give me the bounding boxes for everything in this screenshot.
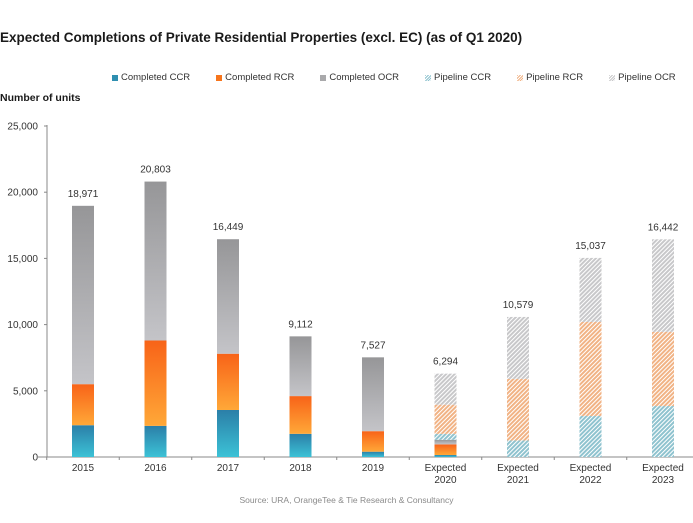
y-tick-label: 20,000 xyxy=(7,188,38,199)
bar-completed-ccr xyxy=(289,433,312,457)
legend-swatch-pipeline-rcr xyxy=(517,74,524,81)
legend-item-pipeline-ccr: Pipeline CCR xyxy=(425,72,491,83)
bar-pipeline-ocr xyxy=(579,257,602,322)
x-tick-label: 2015 xyxy=(72,463,95,474)
y-tick-label: 15,000 xyxy=(7,254,38,265)
bar-pipeline-ocr xyxy=(652,239,674,332)
x-axis: 2015 2016 2017 2018 2019 Expected 2020 Expected… xyxy=(37,456,693,486)
bar-completed-rcr xyxy=(362,431,384,452)
bar-completed-ccr xyxy=(72,425,94,457)
bar-pipeline-rcr xyxy=(652,331,674,407)
x-tick-label: 2017 xyxy=(217,463,240,474)
bar-pipeline-rcr xyxy=(579,321,602,416)
bar-completed-rcr xyxy=(72,384,94,426)
x-tick-label: Expected 2021 xyxy=(497,463,539,486)
legend-label-pipeline-ocr: Pipeline OCR xyxy=(618,72,676,83)
y-axis-title: Number of units xyxy=(0,92,81,104)
x-tick-label: Expected 2020 xyxy=(425,463,467,486)
legend-item-pipeline-rcr: Pipeline RCR xyxy=(517,72,583,83)
bar-completed-rcr xyxy=(434,444,457,456)
bar-completed-ocr xyxy=(72,205,94,385)
total-label: 7,527 xyxy=(360,340,385,351)
total-labels: 18,971 20,803 16,449 9,112 7,527 6,294 10,579 1… xyxy=(68,165,679,368)
legend-swatch-completed-ccr xyxy=(112,74,118,81)
legend-label-pipeline-rcr: Pipeline RCR xyxy=(526,72,584,83)
bars xyxy=(72,181,674,457)
total-label: 18,971 xyxy=(68,189,99,200)
total-label: 20,803 xyxy=(140,165,171,176)
chart-title: Expected Completions of Private Resident… xyxy=(0,30,523,45)
bar-pipeline-ccr xyxy=(579,415,602,457)
legend-swatch-completed-rcr xyxy=(216,74,223,81)
bar-completed-rcr xyxy=(144,340,167,426)
bar-completed-ccr xyxy=(434,455,457,457)
total-label: 6,294 xyxy=(433,357,458,368)
y-tick-label: 10,000 xyxy=(7,320,38,331)
bar-completed-rcr xyxy=(217,353,239,410)
bar-completed-ccr xyxy=(217,409,239,457)
bar-completed-ccr xyxy=(362,451,384,457)
bar-completed-ocr xyxy=(217,239,239,354)
bar-pipeline-ccr xyxy=(434,433,457,440)
bar-pipeline-rcr xyxy=(434,404,457,434)
source-note: Source: URA, OrangeTee & Tie Research & … xyxy=(239,495,454,505)
x-tick-label: Expected 2022 xyxy=(570,463,612,486)
x-tick-label: 2019 xyxy=(362,463,385,474)
bar-pipeline-ccr xyxy=(652,406,674,457)
y-tick-label: 0 xyxy=(32,453,38,464)
x-tick-label: 2016 xyxy=(144,463,167,474)
bar-pipeline-rcr xyxy=(507,378,529,441)
legend-swatch-completed-ocr xyxy=(320,74,327,81)
bar-pipeline-ccr xyxy=(507,440,529,457)
total-label: 9,112 xyxy=(288,319,313,330)
legend-swatch-pipeline-ccr xyxy=(425,74,432,81)
legend-label-completed-ocr: Completed OCR xyxy=(329,72,400,83)
total-label: 10,579 xyxy=(503,300,534,311)
bar-completed-ocr xyxy=(434,439,457,445)
legend-item-completed-ccr: Completed CCR xyxy=(112,72,190,83)
legend-item-pipeline-ocr: Pipeline OCR xyxy=(609,72,676,83)
total-label: 15,037 xyxy=(575,241,606,252)
legend-swatch-pipeline-ocr xyxy=(609,74,616,81)
legend-label-completed-rcr: Completed RCR xyxy=(225,72,295,83)
bar-completed-ccr xyxy=(144,425,167,457)
legend-item-completed-rcr: Completed RCR xyxy=(216,72,294,83)
x-tick-label: 2018 xyxy=(289,463,312,474)
chart-legend: Completed CCR Completed RCR Completed OC… xyxy=(112,72,693,83)
x-tick-label: Expected 2023 xyxy=(642,463,684,486)
y-axis: 0 5,000 10,000 15,000 20,000 25,000 xyxy=(7,122,48,464)
y-tick-label: 25,000 xyxy=(7,122,38,133)
legend-label-completed-ccr: Completed CCR xyxy=(121,72,191,83)
y-tick-label: 5,000 xyxy=(13,386,38,397)
bar-pipeline-ocr xyxy=(434,373,457,405)
legend-label-pipeline-ccr: Pipeline CCR xyxy=(434,72,492,83)
bar-pipeline-ocr xyxy=(507,316,529,379)
bar-completed-ocr xyxy=(362,357,384,432)
total-label: 16,442 xyxy=(648,222,679,233)
bar-completed-rcr xyxy=(289,396,312,434)
legend-item-completed-ocr: Completed OCR xyxy=(320,72,399,83)
total-label: 16,449 xyxy=(213,222,244,233)
bar-completed-ocr xyxy=(144,181,167,341)
bar-completed-ocr xyxy=(289,336,312,397)
